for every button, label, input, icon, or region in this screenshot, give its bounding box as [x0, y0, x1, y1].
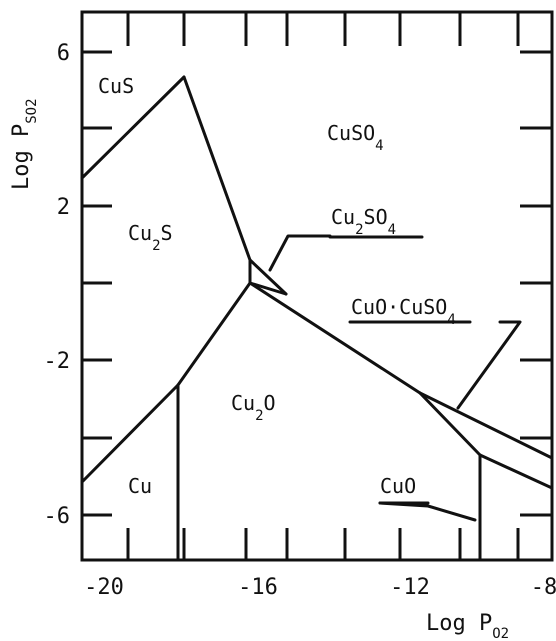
label-cuo: CuO [380, 474, 416, 498]
label-cuso4: CuSO4 [327, 121, 384, 154]
boundary-cuso4-basic [418, 391, 554, 460]
y-axis-label: Log PSO2 [9, 98, 40, 190]
y-tick-6: 6 [57, 41, 70, 66]
boundary-cu2s-cu2o [80, 281, 252, 484]
label-cu2o: Cu2O [231, 391, 276, 424]
y-tick-minus2: -2 [44, 349, 71, 374]
plot-frame [80, 10, 554, 562]
label-cus: CuS [98, 74, 134, 98]
leader-cuo [378, 501, 477, 522]
y-tick-2: 2 [57, 195, 70, 220]
bottom-ticks [126, 528, 520, 560]
left-ticks [82, 50, 112, 517]
leader-cu2so4 [268, 234, 332, 272]
boundary-cu2o-sulfate [248, 281, 422, 395]
right-ticks [520, 50, 552, 517]
boundary-basic-cuo [418, 391, 554, 490]
x-tick-minus16: -16 [238, 575, 278, 600]
x-tick-minus20: -20 [84, 575, 124, 600]
boundary-cus-cu2s [80, 75, 186, 180]
leader-basic-sulfate [456, 320, 522, 410]
top-ticks [126, 12, 520, 46]
label-cu2so4: Cu2SO4 [331, 205, 396, 238]
label-cu: Cu [128, 474, 152, 498]
x-axis-label: Log PO2 [426, 611, 509, 641]
y-tick-minus6: -6 [44, 504, 71, 529]
boundary-cus-cuso4 [182, 75, 288, 296]
boundary-cu2o-cu2so4 [248, 281, 288, 296]
x-tick-minus12: -12 [390, 575, 430, 600]
label-cuo-cuso4: CuO·CuSO4 [351, 295, 456, 328]
x-tick-minus8: -8 [531, 575, 556, 600]
label-cu2s: Cu2S [128, 221, 173, 254]
